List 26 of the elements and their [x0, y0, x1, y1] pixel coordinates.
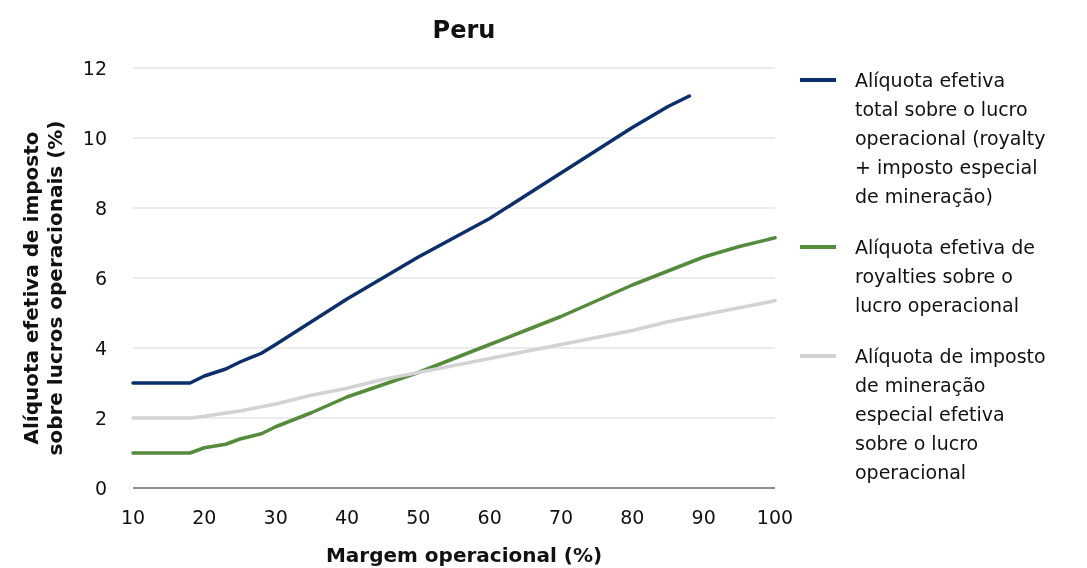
- y-tick-label: 6: [94, 266, 107, 289]
- x-tick-label: 60: [477, 506, 502, 528]
- y-tick-label: 0: [94, 476, 107, 499]
- x-tick-label: 70: [548, 506, 574, 528]
- x-axis-title: Margem operacional (%): [325, 543, 603, 567]
- y-tick-label: 4: [94, 336, 107, 359]
- legend-label: Alíquota efetiva total sobre o lucro operacional (royalty + imposto especial de mineração): [855, 68, 1046, 207]
- x-tick-label: 30: [263, 506, 288, 528]
- y-tick-label: 10: [82, 126, 107, 149]
- legend-label: Alíquota de imposto de mineração especial efetiva sobre o lucro operacional: [855, 344, 1046, 483]
- x-tick-label: 100: [756, 506, 794, 528]
- x-tick-label: 90: [691, 506, 716, 528]
- x-tick-label: 10: [120, 506, 146, 528]
- legend-label: Alíquota efetiva de royalties sobre o lucro operacional: [855, 235, 1035, 316]
- x-tick-label: 40: [334, 506, 360, 528]
- line-series: [131, 299, 777, 420]
- x-tick-label: 20: [192, 506, 217, 528]
- y-axis-title: Alíquota efetiva de imposto sobre lucros operacionais (%): [19, 120, 67, 456]
- line-series: [131, 94, 692, 385]
- x-tick-label: 80: [620, 506, 645, 528]
- x-tick-label: 50: [406, 506, 431, 528]
- line-series: [131, 236, 777, 455]
- y-tick-label: 12: [82, 56, 107, 79]
- chart-title: Peru: [432, 16, 496, 44]
- y-tick-label: 8: [94, 196, 107, 219]
- y-tick-label: 2: [94, 406, 107, 429]
